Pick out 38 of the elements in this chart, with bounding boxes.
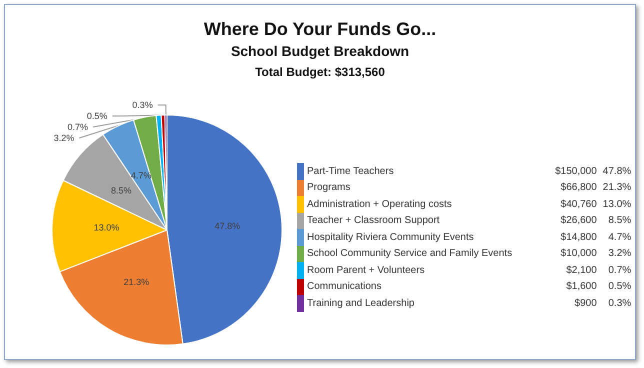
text: $40,760 [560,198,598,212]
text: 0.5% [608,281,632,292]
data-label: 0.5% [86,111,108,122]
text: 3.2% [608,248,632,260]
chart-subtitle: School Budget Breakdown [230,43,410,59]
text: 8.5% [608,215,632,226]
text: $14,800 [560,230,598,245]
legend-label: Programs [306,181,352,196]
text: $2,100 [565,264,598,278]
data-label: 21.3% [124,277,150,288]
text: $1,600 [565,280,598,294]
legend-label: Hospitality Riviera Community Events [306,230,475,245]
text: $900 [574,296,598,311]
text: $66,800 [560,181,598,196]
text: 21.3% [602,182,632,194]
legend-label: Teacher + Classroom Support [306,214,441,228]
data-label: 13.0% [94,222,120,233]
data-label: 0.3% [132,100,153,110]
text: 0.3% [608,298,632,309]
text: $26,600 [560,214,598,228]
data-label: 8.5% [110,185,132,196]
text: Total Budget: $313,560 [255,65,386,79]
legend-label: Room Parent + Volunteers [306,264,426,278]
data-label: 3.2% [54,133,74,144]
legend-label: Communications [306,280,382,294]
legend-label: Part-Time Teachers [306,164,395,179]
text: 13.0% [602,198,632,210]
text: $10,000 [560,247,598,262]
text: 4.7% [608,232,632,243]
legend-label: School Community Service and Family Events [306,247,514,262]
text: $150,000 [554,164,598,179]
text: 0.7% [608,264,632,276]
data-label: 0.7% [67,122,88,132]
legend-label: Training and Leadership [306,296,416,311]
legend-label: Administration + Operating costs [306,198,453,212]
data-label: 47.8% [214,220,240,231]
text: 47.8% [602,166,632,177]
chart-title: Where Do Your Funds Go... [204,19,436,39]
